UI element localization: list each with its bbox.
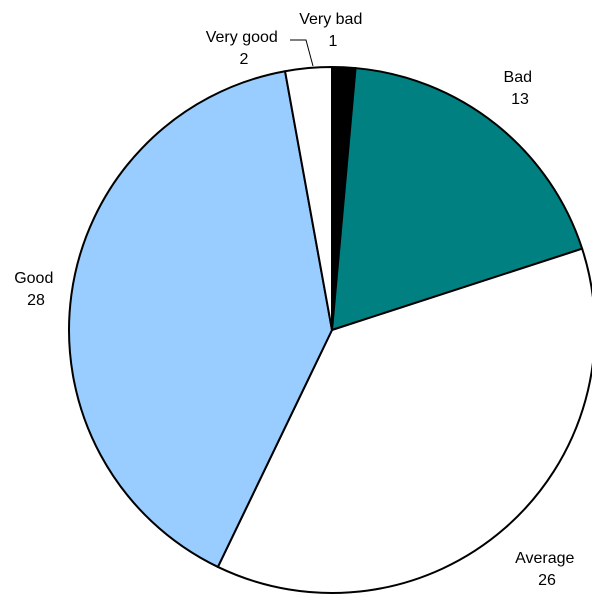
label-very-good: Very good 2 [206,29,283,68]
slice-very-good [284,66,333,331]
label-very-good-value: 2 [240,51,249,68]
label-very-bad-value: 1 [329,33,338,50]
label-bad: Bad 13 [504,69,537,108]
label-bad-value: 13 [511,91,529,108]
label-leader-lines [290,39,314,67]
label-very-bad-name: Very bad [299,11,362,28]
pie-slices [68,66,592,594]
slice-average [216,247,592,594]
label-bad-name: Bad [504,69,532,86]
label-very-good-name: Very good [206,29,278,46]
label-average-value: 26 [538,572,556,589]
label-good-name: Good [14,270,53,287]
slice-bad [331,67,584,331]
label-good-value: 28 [27,292,45,309]
leader-line-very-good [290,39,314,67]
label-good: Good 28 [14,270,58,309]
slice-good [68,70,333,568]
label-average: Average 26 [515,550,579,589]
label-very-bad: Very bad 1 [299,11,367,50]
slice-labels: Very bad 1 Bad 13 Average 26 Good 28 Ver… [14,11,579,589]
label-average-name: Average [515,550,574,567]
